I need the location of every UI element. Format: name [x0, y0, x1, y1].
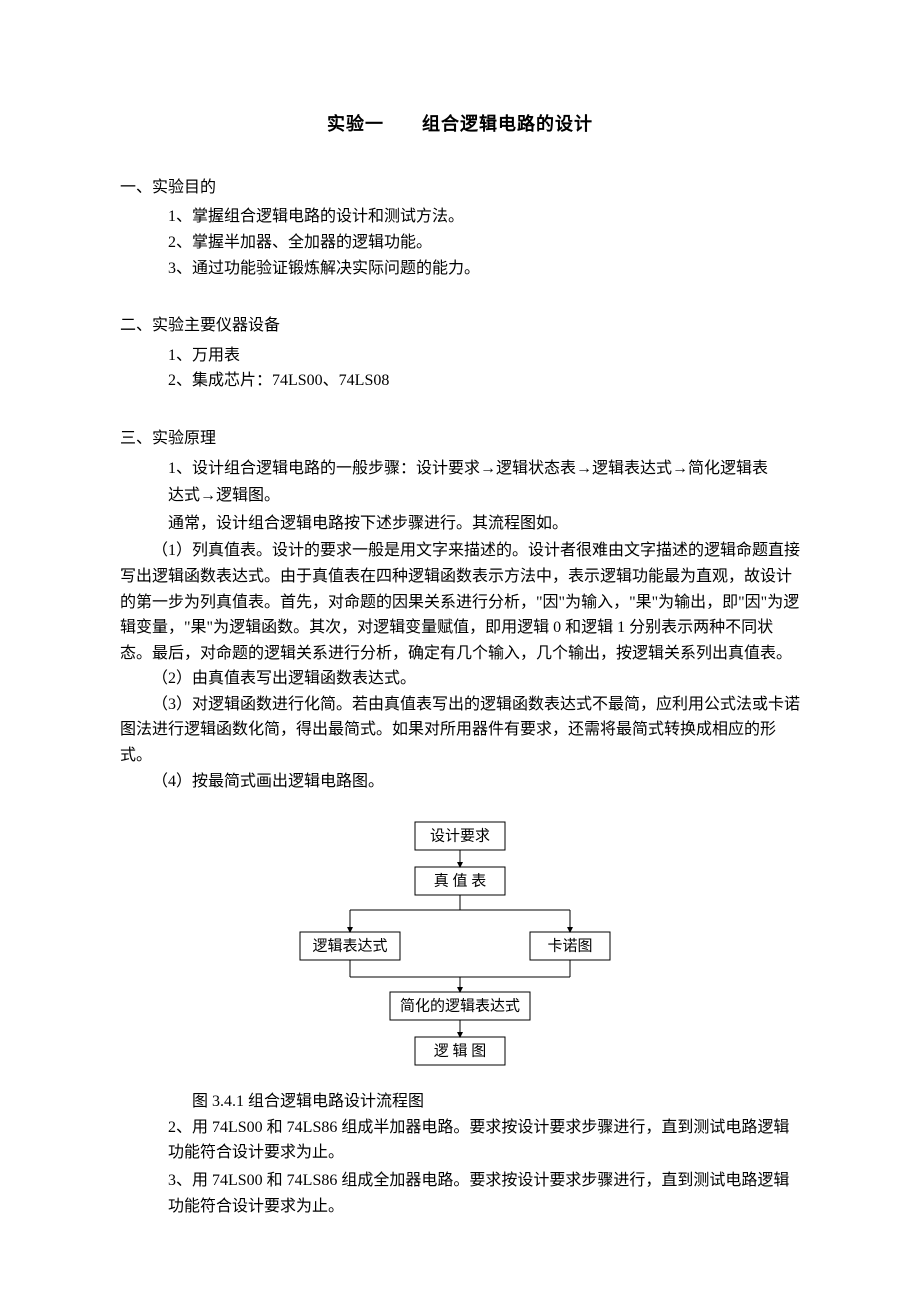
- section-2-item-1: 1、万用表: [120, 343, 800, 369]
- flowchart-diagram: 设计要求 真 值 表 逻辑表达式 卡诺图 简化的逻辑表达式 逻 辑 图: [250, 812, 670, 1077]
- section-3-p1b: 达式→逻辑图。: [120, 483, 800, 509]
- section-3-p6: （4）按最简式画出逻辑电路图。: [120, 769, 800, 795]
- section-3-heading: 三、实验原理: [120, 426, 800, 452]
- svg-text:逻 辑 图: 逻 辑 图: [434, 1043, 487, 1060]
- section-1-item-3: 3、通过功能验证锻炼解决实际问题的能力。: [120, 256, 800, 282]
- section-3-p3: （1）列真值表。设计的要求一般是用文字来描述的。设计者很难由文字描述的逻辑命题直…: [120, 538, 800, 666]
- section-1-item-2: 2、掌握半加器、全加器的逻辑功能。: [120, 230, 800, 256]
- section-2-heading: 二、实验主要仪器设备: [120, 313, 800, 339]
- flow-node-kmap: 卡诺图: [530, 932, 610, 960]
- svg-text:真 值 表: 真 值 表: [434, 872, 487, 890]
- flow-node-simplified: 简化的逻辑表达式: [390, 992, 530, 1020]
- section-2-item-2: 2、集成芯片：74LS00、74LS08: [120, 368, 800, 394]
- section-1-item-1: 1、掌握组合逻辑电路的设计和测试方法。: [120, 204, 800, 230]
- flow-node-truth-table: 真 值 表: [415, 867, 505, 895]
- section-3-p2: 通常，设计组合逻辑电路按下述步骤进行。其流程图如。: [120, 511, 800, 537]
- svg-text:卡诺图: 卡诺图: [547, 938, 592, 955]
- svg-text:设计要求: 设计要求: [430, 828, 490, 845]
- section-3-p8: 3、用 74LS00 和 74LS86 组成全加器电路。要求按设计要求步骤进行，…: [120, 1168, 800, 1219]
- document-page: 实验一 组合逻辑电路的设计 一、实验目的 1、掌握组合逻辑电路的设计和测试方法。…: [0, 0, 920, 1302]
- flowchart-caption: 图 3.4.1 组合逻辑电路设计流程图: [120, 1089, 800, 1115]
- flow-node-logic-diagram: 逻 辑 图: [415, 1037, 505, 1065]
- section-3-p5: （3）对逻辑函数进行化简。若由真值表写出的逻辑函数表达式不最简，应利用公式法或卡…: [120, 692, 800, 769]
- section-3-p1a: 1、设计组合逻辑电路的一般步骤：设计要求→逻辑状态表→逻辑表达式→简化逻辑表: [120, 456, 800, 482]
- section-3-p4: （2）由真值表写出逻辑函数表达式。: [120, 666, 800, 692]
- spacer: [120, 394, 800, 408]
- flow-node-logic-expr: 逻辑表达式: [300, 932, 400, 960]
- svg-text:简化的逻辑表达式: 简化的逻辑表达式: [400, 998, 520, 1015]
- section-3-p7: 2、用 74LS00 和 74LS86 组成半加器电路。要求按设计要求步骤进行，…: [120, 1115, 800, 1166]
- document-title: 实验一 组合逻辑电路的设计: [120, 110, 800, 139]
- svg-text:逻辑表达式: 逻辑表达式: [312, 938, 387, 955]
- flow-node-design-req: 设计要求: [415, 822, 505, 850]
- spacer: [120, 281, 800, 295]
- section-1-heading: 一、实验目的: [120, 175, 800, 201]
